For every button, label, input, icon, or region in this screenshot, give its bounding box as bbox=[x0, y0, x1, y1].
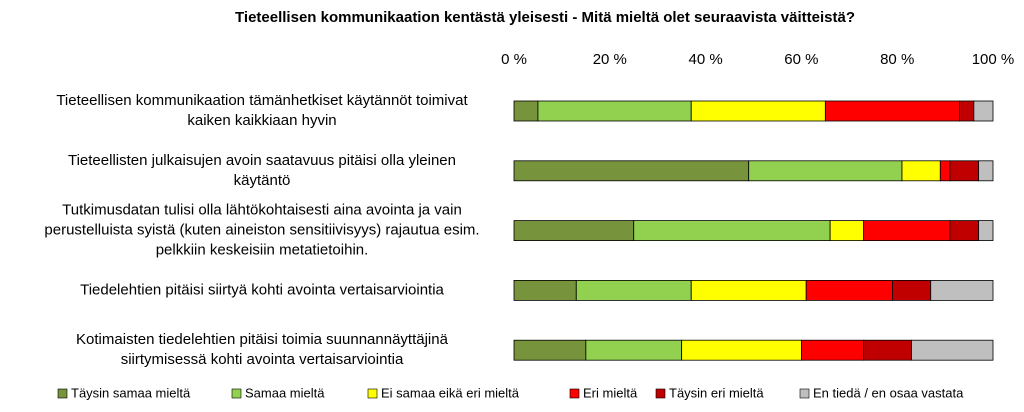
bar-segment bbox=[901, 160, 941, 182]
bar-segment bbox=[939, 160, 951, 182]
bar-segment bbox=[805, 279, 893, 301]
legend-swatch bbox=[569, 388, 580, 399]
bar-segment bbox=[633, 220, 831, 242]
bar-segment bbox=[681, 339, 802, 361]
x-tick-label: 40 % bbox=[688, 51, 722, 68]
legend-swatch bbox=[231, 388, 242, 399]
bar-segment bbox=[537, 100, 692, 122]
category-label: Tieteellisten julkaisujen avoin saatavuu… bbox=[68, 152, 456, 169]
category-label: käytäntö bbox=[234, 172, 291, 189]
bar-segment bbox=[973, 100, 994, 122]
legend-swatch bbox=[367, 388, 378, 399]
bar-segment bbox=[748, 160, 903, 182]
category-label: siirtymisessä kohti avointa vertaisarvio… bbox=[121, 351, 404, 368]
legend-label: Täysin samaa mieltä bbox=[71, 385, 191, 400]
bar-segment bbox=[513, 100, 539, 122]
category-label: Tiedelehtien pitäisi siirtyä kohti avoin… bbox=[80, 281, 444, 298]
legend-label: En tiedä / en osaa vastata bbox=[813, 385, 964, 400]
x-tick-label: 60 % bbox=[784, 51, 818, 68]
bar-segment bbox=[690, 279, 807, 301]
bar-segment bbox=[978, 220, 994, 242]
legend-label: Ei samaa eikä eri mieltä bbox=[381, 385, 520, 400]
bar-segment bbox=[930, 279, 994, 301]
legend-label: Täysin eri mieltä bbox=[669, 385, 764, 400]
category-label: Tieteellisen kommunikaation tämänhetkise… bbox=[56, 92, 468, 109]
bar-segment bbox=[911, 339, 994, 361]
bar-segment bbox=[801, 339, 865, 361]
category-label: perustelluista syistä (kuten aineiston s… bbox=[44, 222, 479, 239]
bar-segment bbox=[585, 339, 683, 361]
chart-title: Tieteellisen kommunikaation kentästä yle… bbox=[235, 9, 855, 26]
bar-segment bbox=[829, 220, 865, 242]
bar-segment bbox=[513, 220, 635, 242]
legend-swatch bbox=[799, 388, 810, 399]
bar-segment bbox=[690, 100, 826, 122]
category-label: pelkkiin keskeisiin metatietoihin. bbox=[156, 242, 369, 259]
legend-label: Samaa mieltä bbox=[245, 385, 325, 400]
x-tick-label: 100 % bbox=[972, 51, 1015, 68]
bar-segment bbox=[949, 160, 980, 182]
bar-segment bbox=[863, 220, 951, 242]
category-label: Tutkimusdatan tulisi olla lähtökohtaises… bbox=[62, 202, 462, 219]
legend-label: Eri mieltä bbox=[583, 385, 638, 400]
category-label: kaiken kaikkiaan hyvin bbox=[187, 112, 336, 129]
bar-segment bbox=[949, 220, 980, 242]
bar-segment bbox=[959, 100, 975, 122]
legend-swatch bbox=[57, 388, 68, 399]
bar-segment bbox=[575, 279, 692, 301]
bar-segment bbox=[513, 279, 577, 301]
bar-segment bbox=[863, 339, 912, 361]
category-label: Kotimaisten tiedelehtien pitäisi toimia … bbox=[76, 331, 449, 348]
bar-segment bbox=[513, 160, 750, 182]
legend-swatch bbox=[655, 388, 666, 399]
bar-segment bbox=[513, 339, 587, 361]
bar-segment bbox=[892, 279, 932, 301]
bar-segment bbox=[978, 160, 994, 182]
x-tick-label: 0 % bbox=[501, 51, 527, 68]
bar-segment bbox=[824, 100, 960, 122]
x-tick-label: 20 % bbox=[593, 51, 627, 68]
x-tick-label: 80 % bbox=[880, 51, 914, 68]
